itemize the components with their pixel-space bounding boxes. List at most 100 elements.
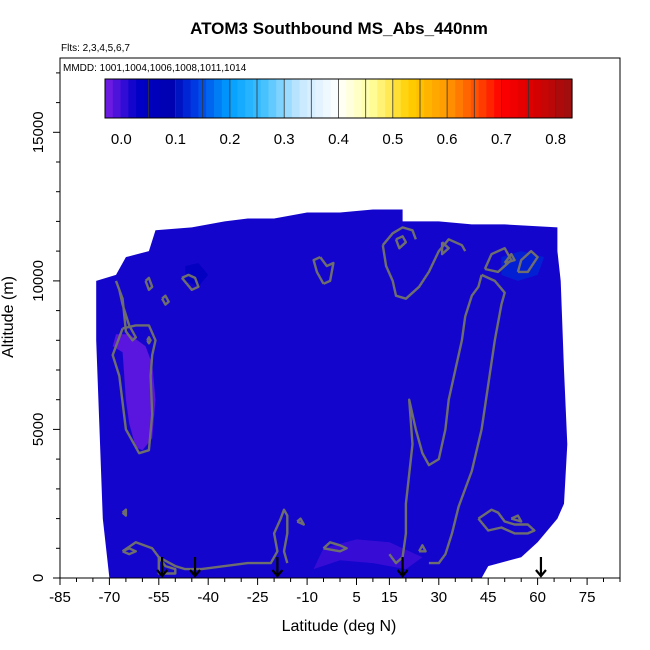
data-envelope <box>96 209 568 578</box>
flight-marker-arrow-2 <box>271 557 284 578</box>
colorbar-swatch <box>548 79 558 118</box>
contour-line-23 <box>296 517 305 526</box>
colorbar-swatch <box>284 79 293 118</box>
x-tick-label: 5 <box>352 589 360 606</box>
contour-line-14 <box>483 246 513 274</box>
contour-line-1 <box>111 324 157 455</box>
colorbar-swatch <box>346 79 355 118</box>
colorbar-swatch <box>416 79 425 118</box>
colorbar-tick-label: 0.4 <box>328 131 349 148</box>
colorbar-swatch <box>322 79 332 118</box>
colorbar-swatch <box>221 79 231 118</box>
colorbar-swatch <box>291 79 301 118</box>
contour-line-16 <box>516 249 539 274</box>
colorbar-tick-label: 0.2 <box>219 131 240 148</box>
contour-line-6 <box>319 256 335 285</box>
colorbar-swatch <box>486 79 495 118</box>
contour-line-13 <box>428 273 506 565</box>
colorbar-swatch <box>509 79 519 118</box>
x-tick-label: 45 <box>480 589 497 606</box>
colorbar-swatch <box>501 79 511 118</box>
contour-line-24 <box>121 508 128 517</box>
colorbar-swatch <box>182 79 192 118</box>
colorbar-swatch <box>151 79 161 118</box>
contour-line-2 <box>146 336 152 345</box>
colorbar-tick-label: 0.1 <box>165 131 186 148</box>
x-tick-label: -25 <box>247 589 269 606</box>
colorbar-swatch <box>540 79 550 118</box>
y-axis: 0 5000 10000 15000 <box>30 72 60 582</box>
colorbar-tick-label: 0.3 <box>274 131 295 148</box>
abs-level-region-2 <box>501 251 545 281</box>
colorbar-swatch <box>128 79 137 118</box>
contour-line-5 <box>161 294 170 306</box>
colorbar-swatch <box>556 79 565 118</box>
colorbar-swatch <box>400 79 410 118</box>
colorbar-swatch <box>175 79 184 118</box>
y-tick-label: 15000 <box>30 111 47 153</box>
contour-line-7 <box>312 256 325 285</box>
colorbar-swatch <box>463 79 472 118</box>
contour-line-25 <box>322 541 348 553</box>
contour-line-11 <box>440 241 450 256</box>
colorbar-swatch <box>517 79 526 118</box>
colorbar-swatch <box>564 79 573 118</box>
colorbar-tick-label: 0.0 <box>111 131 132 148</box>
flight-marker-arrow-3 <box>396 557 409 578</box>
contour-line-8 <box>381 226 417 246</box>
colorbar-swatch <box>299 79 308 118</box>
colorbar-swatch <box>338 79 347 118</box>
x-tick-label: -10 <box>296 589 318 606</box>
colorbar-swatch <box>159 79 168 118</box>
colorbar-swatch <box>369 79 379 118</box>
colorbar-swatch <box>447 79 456 118</box>
contour-line-19 <box>418 544 427 553</box>
colorbar-swatch <box>533 79 542 118</box>
contour-lines <box>111 226 539 575</box>
y-axis-label: Altitude (m) <box>0 276 17 358</box>
dates-label: MMDD: 1001,1004,1006,1008,1011,1014 <box>63 63 247 74</box>
chart-title: ATOM3 Southbound MS_Abs_440nm <box>190 19 488 38</box>
colorbar-swatch <box>112 79 122 118</box>
colorbar-swatch <box>408 79 417 118</box>
colorbar-swatch <box>136 79 145 118</box>
flight-marker-arrow-1 <box>189 557 201 578</box>
contour-line-17 <box>477 508 536 535</box>
colorbar-swatch <box>470 79 480 118</box>
colorbar-swatch <box>229 79 238 118</box>
flights-label: Flts: 2,3,4,5,6,7 <box>61 43 130 54</box>
contour-line-10 <box>394 235 408 250</box>
colorbar-tick-label: 0.7 <box>491 131 512 148</box>
flight-marker-arrow-0 <box>156 557 168 578</box>
colorbar-swatch <box>478 79 487 118</box>
colorbar-swatch <box>245 79 254 118</box>
colorbar-swatch <box>455 79 464 118</box>
colorbar-swatch <box>494 79 503 118</box>
contour-line-9 <box>381 238 467 300</box>
contour-line-18 <box>510 514 523 523</box>
y-tick-label: 0 <box>30 574 47 582</box>
colorbar-tick-label: 0.8 <box>545 131 566 148</box>
colorbar-swatch <box>330 79 340 118</box>
abs-level-region-0 <box>112 334 156 451</box>
colorbar-swatch <box>377 79 386 118</box>
colorbar-swatch <box>167 79 176 118</box>
y-tick-label: 5000 <box>30 413 47 446</box>
contour-line-20 <box>121 508 289 571</box>
colorbar-swatch <box>276 79 285 118</box>
colorbar-swatch <box>385 79 394 118</box>
colorbar: 0.0 0.1 0.2 0.3 0.4 0.5 0.6 0.7 0.8 <box>104 78 573 148</box>
colorbar-swatch <box>120 79 129 118</box>
colorbar-swatch <box>237 79 246 118</box>
colorbar-swatch <box>260 79 270 118</box>
x-tick-label: 30 <box>430 589 447 606</box>
x-tick-label: -70 <box>99 589 121 606</box>
colorbar-swatch <box>439 79 449 118</box>
colorbar-swatch <box>525 79 534 118</box>
x-axis-label: Latitude (deg N) <box>282 618 397 635</box>
contour-line-15 <box>503 252 516 265</box>
x-tick-label: 75 <box>579 589 596 606</box>
colorbar-swatch <box>206 79 215 118</box>
contour-line-4 <box>144 276 154 291</box>
